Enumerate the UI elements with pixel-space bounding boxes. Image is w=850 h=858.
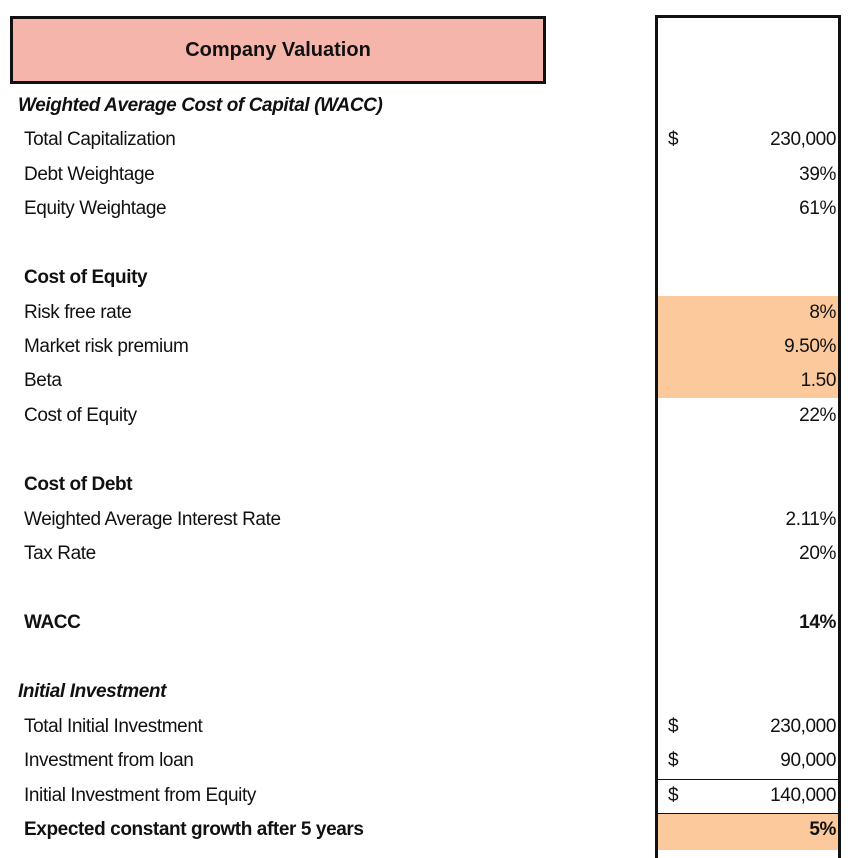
row-value: 39%	[799, 164, 836, 185]
row-label: Risk free rate	[24, 302, 132, 323]
cell-border	[658, 813, 838, 814]
section-heading: Initial Investment	[18, 681, 167, 702]
section-heading: Weighted Average Cost of Capital (WACC)	[18, 95, 383, 116]
row-value: 2.11%	[785, 509, 837, 530]
value-column	[655, 15, 841, 858]
row-value: 9.50%	[784, 336, 836, 357]
row-value: 230,000	[770, 716, 836, 737]
row-label: Expected constant growth after 5 years	[24, 819, 364, 840]
input-highlight	[658, 296, 838, 398]
row-label: Tax Rate	[24, 543, 96, 564]
currency: $	[668, 129, 679, 150]
currency: $	[668, 750, 679, 771]
row-label: Total Capitalization	[24, 129, 176, 150]
cell-border	[658, 779, 838, 780]
row-value: 22%	[799, 405, 836, 426]
row-value: 61%	[799, 198, 836, 219]
section-heading: Cost of Debt	[24, 474, 133, 495]
row-value: 230,000	[770, 129, 836, 150]
row-label: Equity Weightage	[24, 198, 167, 219]
row-value: 8%	[809, 302, 836, 323]
currency: $	[668, 785, 679, 806]
row-value: 5%	[809, 819, 836, 840]
currency: $	[668, 716, 679, 737]
input-highlight	[658, 813, 838, 850]
title: Company Valuation	[10, 16, 546, 84]
row-value: 14%	[799, 612, 836, 633]
row-label: Initial Investment from Equity	[24, 785, 256, 806]
row-label: Market risk premium	[24, 336, 189, 357]
row-label: Total Initial Investment	[24, 716, 203, 737]
row-label: Weighted Average Interest Rate	[24, 509, 281, 530]
row-label: Cost of Equity	[24, 405, 137, 426]
row-label: Investment from loan	[24, 750, 194, 771]
row-value: 1.50	[800, 370, 837, 391]
section-heading: Cost of Equity	[24, 267, 148, 288]
row-value: 20%	[799, 543, 836, 564]
row-label: Beta	[24, 370, 62, 391]
row-label: Debt Weightage	[24, 164, 155, 185]
row-value: 140,000	[770, 785, 836, 806]
row-label: WACC	[24, 612, 81, 633]
row-value: 90,000	[780, 750, 836, 771]
